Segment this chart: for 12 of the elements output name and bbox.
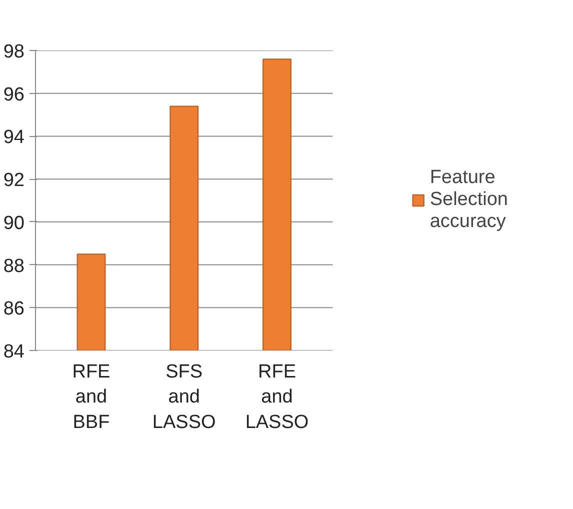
x-tick-label: SFS and LASSO (152, 362, 216, 433)
y-tick-label: 94 (3, 127, 25, 148)
y-tick-label: 96 (3, 84, 25, 106)
x-tick-label: RFE and BBF (72, 362, 110, 433)
y-tick-label: 90 (3, 212, 25, 234)
x-tick-label: RFE and LASSO (245, 362, 309, 433)
y-tick-label: 88 (3, 256, 25, 277)
y-tick-label: 84 (3, 342, 25, 362)
y-tick-label: 98 (3, 42, 25, 62)
y-tick-label: 92 (3, 170, 25, 192)
legend-label: Feature Selection accuracy (430, 167, 508, 233)
y-tick-label: 86 (3, 298, 25, 320)
